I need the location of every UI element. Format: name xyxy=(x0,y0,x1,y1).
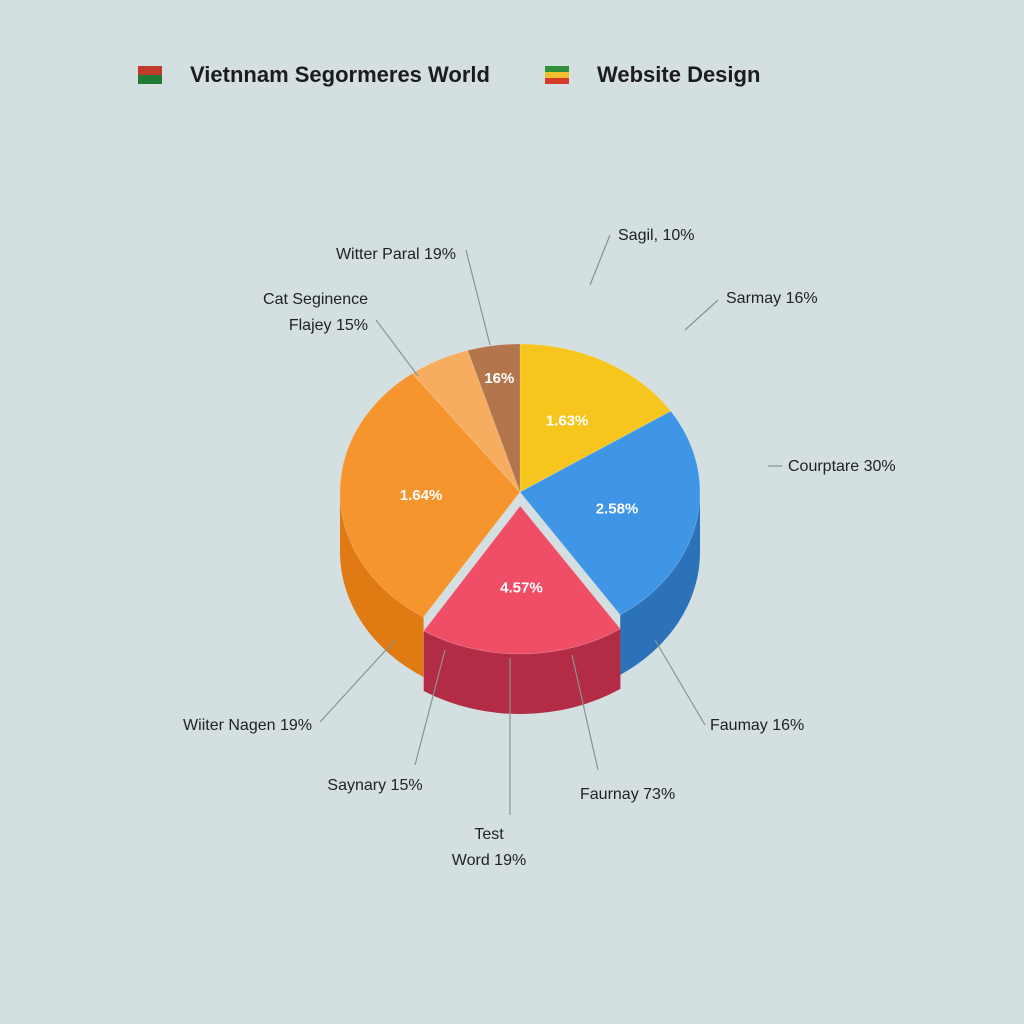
callout-label: Word 19% xyxy=(452,852,526,869)
callout-label: Faumay 16% xyxy=(710,717,804,734)
callout-label: Sagil, 10% xyxy=(618,227,695,244)
leader-line xyxy=(414,649,446,766)
legend-label: Website Design xyxy=(597,62,761,87)
slice-side-blue xyxy=(620,492,700,675)
callout-label: Saynary 15% xyxy=(327,777,422,794)
flag-icon xyxy=(545,66,569,84)
leader-line xyxy=(589,234,611,286)
slice-light-orange xyxy=(411,349,521,493)
legend-item-0: Vietnnam Segormeres World xyxy=(138,62,490,88)
callout-label: Wiiter Nagen 19% xyxy=(183,717,312,734)
slice-value-label: 16% xyxy=(484,370,514,387)
callout-label: Witter Paral 19% xyxy=(336,246,456,263)
leader-line xyxy=(654,639,706,726)
leader-line xyxy=(375,319,419,377)
slice-value-label: 1.64% xyxy=(400,487,443,504)
slice-side-red xyxy=(423,628,621,714)
leader-line xyxy=(684,299,719,331)
slice-yellow xyxy=(519,343,672,493)
callout-label: Flajey 15% xyxy=(289,317,368,334)
callout-label: Cat Seginence xyxy=(263,291,368,308)
callout-label: Test xyxy=(474,826,504,843)
leader-line xyxy=(319,639,396,723)
slice-blue xyxy=(519,410,701,616)
legend-label: Vietnnam Segormeres World xyxy=(190,62,490,87)
callout-label: Sarmay 16% xyxy=(726,290,818,307)
legend: Vietnnam Segormeres World Website Design xyxy=(0,0,1024,160)
slice-value-label: 2.58% xyxy=(596,500,639,517)
leader-line xyxy=(571,654,599,771)
callout-label: Courptare 30% xyxy=(788,458,896,475)
slice-red xyxy=(422,505,622,655)
slice-side-orange xyxy=(340,492,424,677)
callout-label: Faurnay 73% xyxy=(580,786,675,803)
slice-brown xyxy=(466,343,521,493)
flag-icon xyxy=(138,66,162,84)
legend-item-1: Website Design xyxy=(545,62,760,88)
slice-value-label: 1.63% xyxy=(546,412,589,429)
slice-value-label: 4.57% xyxy=(500,579,543,596)
leader-line xyxy=(465,249,491,346)
slice-orange xyxy=(339,372,521,618)
